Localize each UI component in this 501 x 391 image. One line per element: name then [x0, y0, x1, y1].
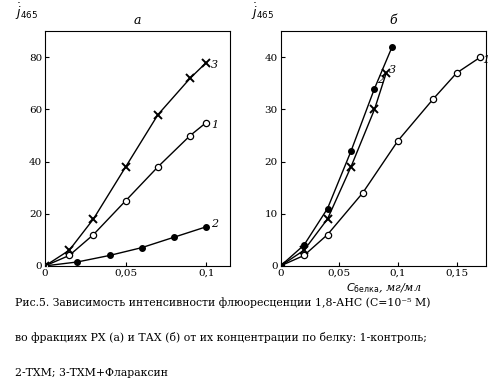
Text: 2: 2	[377, 75, 384, 85]
Text: б: б	[390, 14, 397, 27]
Text: 2: 2	[211, 219, 218, 229]
X-axis label: $C_{\text{белка}}$, мг/мл: $C_{\text{белка}}$, мг/мл	[346, 282, 421, 296]
Text: а: а	[134, 14, 141, 27]
Text: 1: 1	[482, 55, 489, 65]
Text: 2-ТХМ; 3-ТХМ+Флараксин: 2-ТХМ; 3-ТХМ+Флараксин	[15, 368, 168, 378]
Text: 3: 3	[389, 65, 396, 75]
Text: Рис.5. Зависимость интенсивности флюоресценции 1,8-АНС (С=10⁻⁵ М): Рис.5. Зависимость интенсивности флюорес…	[15, 297, 430, 308]
Text: 1: 1	[211, 120, 218, 130]
Text: во фракциях РХ (а) и ТАХ (б) от их концентрации по белку: 1-контроль;: во фракциях РХ (а) и ТАХ (б) от их конце…	[15, 332, 427, 343]
Text: 3: 3	[211, 60, 218, 70]
Text: $\dot{j}_{465}$: $\dot{j}_{465}$	[252, 1, 275, 22]
Text: $\dot{j}_{465}$: $\dot{j}_{465}$	[15, 1, 38, 22]
